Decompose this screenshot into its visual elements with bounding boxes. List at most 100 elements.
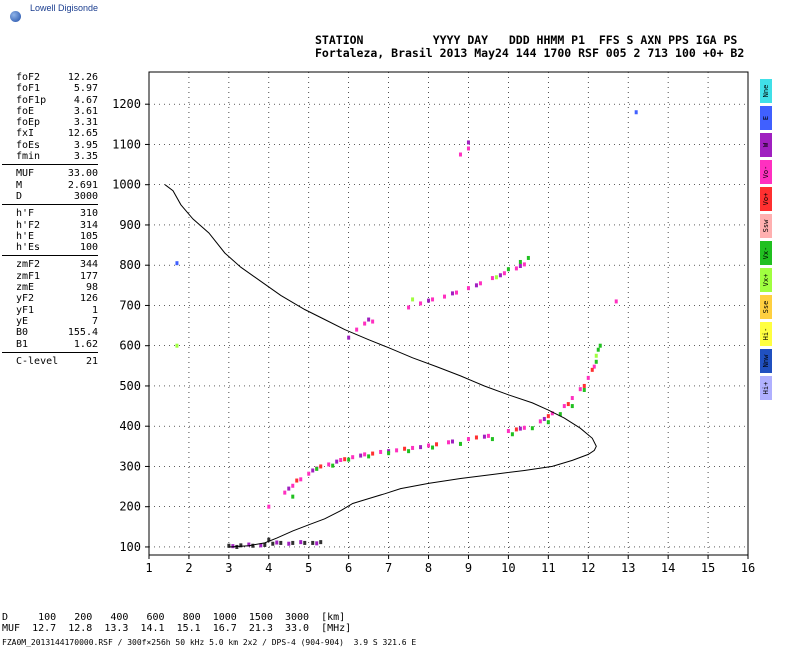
echo-point: [379, 449, 383, 454]
param-value: 126: [79, 293, 98, 305]
param-row: foEp 3.31: [2, 117, 98, 128]
echo-point: [538, 419, 542, 424]
echo-point: [486, 433, 490, 438]
param-label: h'Es: [16, 242, 41, 254]
echo-point: [359, 453, 363, 458]
echo-point: [267, 504, 271, 509]
echo-point: [419, 445, 423, 450]
param-label: zmF2: [16, 259, 41, 271]
header-values: Fortaleza, Brasil 2013 May24 144 1700 RS…: [315, 46, 745, 60]
echo-point: [431, 445, 435, 450]
echo-point: [403, 446, 407, 451]
x-tick-label: 1: [145, 561, 152, 575]
globe-icon: [10, 11, 21, 22]
x-tick-label: 11: [541, 561, 555, 575]
echo-point: [303, 540, 307, 545]
file-info-footer: FZA0M_2013144170000.RSF / 300f×256h 50 k…: [2, 638, 417, 647]
param-divider: [2, 255, 98, 257]
echo-point: [387, 449, 391, 454]
param-label: h'F2: [16, 219, 41, 231]
echo-point: [466, 437, 470, 442]
echo-point: [407, 305, 411, 310]
param-row: C-level 21: [2, 356, 98, 367]
echo-point: [239, 543, 243, 548]
logo-text: Lowell Digisonde: [30, 3, 99, 13]
polarization-legend: Nne E W Vo- Vo+ Ssw Vx- Vx+ Sse Hi- Nnw Hi+: [760, 79, 772, 403]
echo-point: [530, 426, 534, 431]
param-row: h'F 310: [2, 208, 98, 219]
echo-point: [570, 396, 574, 401]
echo-point: [307, 471, 311, 476]
electron-density-profile: [164, 184, 597, 548]
param-label: D: [16, 190, 23, 202]
echo-point: [510, 432, 514, 437]
echo-point: [327, 462, 331, 467]
echo-point: [247, 542, 251, 547]
echo-point: [596, 347, 600, 352]
echo-point: [546, 414, 550, 419]
param-row: B0 155.4: [2, 327, 98, 338]
echo-point: [251, 543, 255, 548]
legend-label: Vo-: [762, 165, 770, 179]
echo-point: [450, 439, 454, 444]
param-label: foF1p: [16, 94, 47, 106]
param-row: zmE 98: [2, 282, 98, 293]
legend-label: Hi+: [762, 381, 770, 395]
param-label: foE: [16, 105, 35, 117]
y-tick-label: 1100: [112, 137, 141, 151]
legend-label: Nnw: [762, 354, 770, 368]
x-tick-label: 9: [465, 561, 472, 575]
legend-label: Vo+: [762, 192, 770, 206]
echo-point: [594, 353, 598, 358]
param-label: fmin: [16, 151, 41, 163]
echo-point: [299, 540, 303, 545]
legend-swatch-nnw: Nnw: [760, 349, 772, 373]
x-tick-label: 14: [661, 561, 675, 575]
param-value: 98: [85, 282, 98, 294]
param-row: foF2 12.26: [2, 72, 98, 83]
echo-point: [586, 375, 590, 380]
param-value: 314: [79, 219, 98, 231]
legend-swatch-vo: Vo-: [760, 160, 772, 184]
echo-point: [331, 463, 335, 468]
param-label: yE: [16, 315, 29, 327]
station-header: STATION YYYY DAY DDD HHMM P1 FFS S AXN P…: [315, 34, 744, 60]
param-value: 2.691: [67, 179, 98, 191]
echo-point: [474, 283, 478, 288]
param-value: 21: [85, 355, 98, 367]
y-tick-label: 600: [119, 339, 141, 353]
x-tick-label: 4: [265, 561, 272, 575]
param-row: fxI 12.65: [2, 128, 98, 139]
legend-swatch-vx: Vx+: [760, 268, 772, 292]
y-tick-label: 500: [119, 379, 141, 393]
param-value: 1.62: [73, 338, 98, 350]
param-value: 12.65: [67, 128, 98, 140]
echo-point: [419, 301, 423, 306]
muf-row: MUF 12.7 12.8 13.3 14.1 15.1 16.7 21.3 3…: [2, 622, 352, 634]
x-tick-label: 12: [581, 561, 595, 575]
echo-point: [490, 437, 494, 442]
echo-point: [315, 466, 319, 471]
y-tick-label: 900: [119, 218, 141, 232]
echo-point: [498, 273, 502, 278]
echo-point: [518, 426, 522, 431]
echo-point: [279, 540, 283, 545]
param-value: 3.31: [73, 117, 98, 129]
echo-point: [407, 449, 411, 454]
echo-point: [395, 448, 399, 453]
echo-point: [514, 266, 518, 271]
echo-point: [315, 541, 319, 546]
param-value: 33.00: [67, 168, 98, 180]
param-value: 3.95: [73, 139, 98, 151]
param-label: h'E: [16, 230, 35, 242]
y-tick-label: 1000: [112, 178, 141, 192]
param-value: 344: [79, 259, 98, 271]
param-value: 5.97: [73, 83, 98, 95]
echo-point: [367, 454, 371, 459]
y-tick-label: 1200: [112, 97, 141, 111]
echo-point: [363, 452, 367, 457]
legend-swatch-w: W: [760, 133, 772, 157]
param-divider: [2, 164, 98, 166]
legend-swatch-vo: Vo+: [760, 187, 772, 211]
